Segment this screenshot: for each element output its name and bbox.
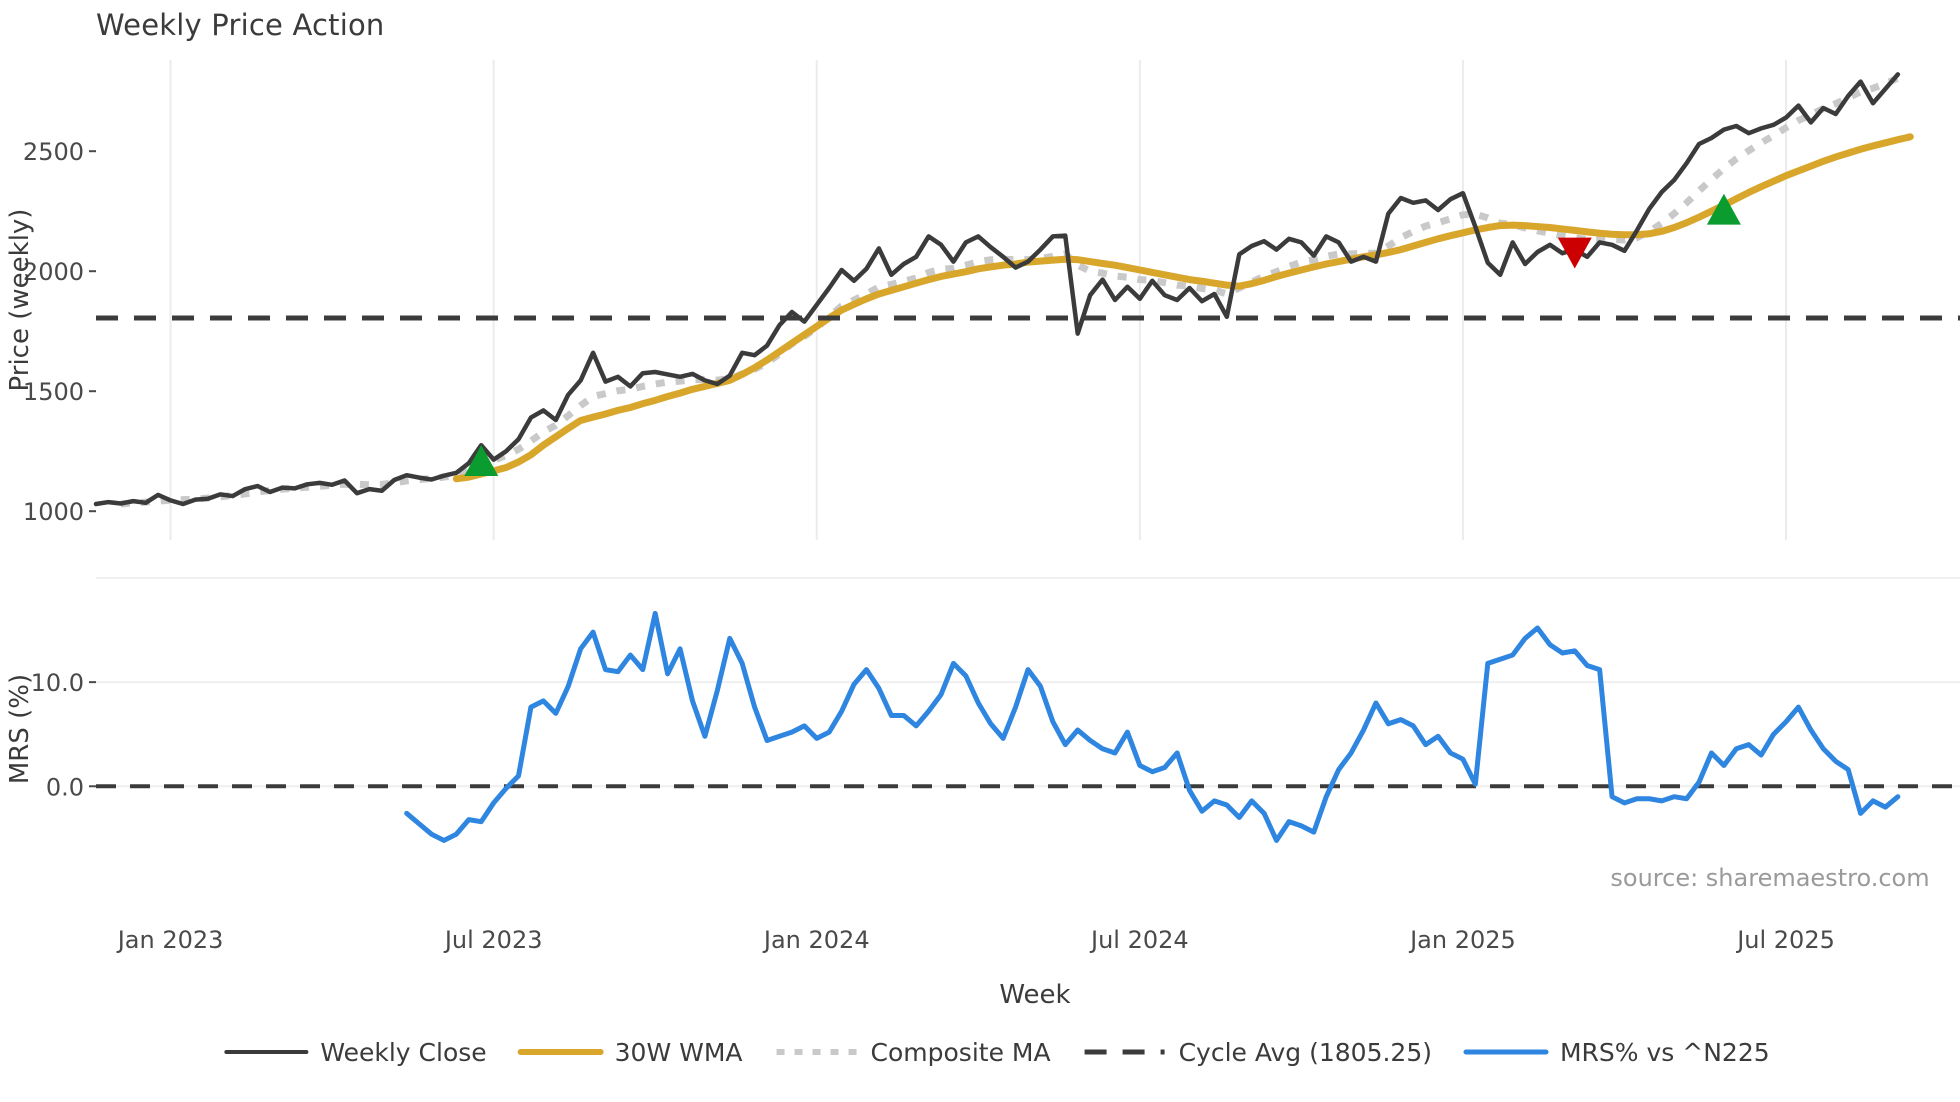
legend-label-2[interactable]: Composite MA bbox=[871, 1038, 1051, 1067]
page-title: Weekly Price Action bbox=[96, 8, 385, 42]
ylabel-mrs: MRS (%) bbox=[5, 674, 35, 784]
series-composite-ma bbox=[120, 74, 1900, 508]
legend-label-4[interactable]: MRS% vs ^N225 bbox=[1560, 1038, 1770, 1067]
ytick-mrs-0.0: 0.0 bbox=[46, 773, 84, 801]
xtick-jul-2025: Jul 2025 bbox=[1735, 926, 1835, 954]
marker-sell-1 bbox=[1557, 237, 1592, 269]
series-weekly-close bbox=[93, 72, 1901, 507]
price-panel-series bbox=[93, 72, 1960, 508]
xtick-jul-2023: Jul 2023 bbox=[443, 926, 543, 954]
marker-buy-0 bbox=[464, 445, 499, 476]
xtick-jan-2023: Jan 2023 bbox=[116, 926, 224, 954]
ytick-price-1500: 1500 bbox=[23, 378, 84, 406]
axis-ticks: 1000 1500 2000 2500 0.0 10.0 Jan 2023 Jul 2023 J… bbox=[5, 138, 1835, 1010]
chart-legend: Weekly Close 30W WMA Composite MA Cycle Avg… bbox=[224, 1038, 1770, 1067]
ylabel-price: Price (weekly) bbox=[5, 209, 35, 392]
series-mrs-percent bbox=[404, 610, 1901, 843]
legend-label-3[interactable]: Cycle Avg (1805.25) bbox=[1179, 1038, 1432, 1067]
mrs-panel-series bbox=[96, 610, 1960, 843]
xtick-jul-2024: Jul 2024 bbox=[1089, 926, 1189, 954]
ytick-price-2500: 2500 bbox=[23, 138, 84, 166]
xtick-jan-2025: Jan 2025 bbox=[1408, 926, 1516, 954]
marker-buy-2 bbox=[1706, 193, 1741, 225]
legend-label-0[interactable]: Weekly Close bbox=[320, 1038, 486, 1067]
xlabel-week: Week bbox=[999, 980, 1070, 1010]
trade-markers bbox=[464, 193, 1741, 476]
series-30w-wma bbox=[452, 133, 1914, 483]
ytick-price-1000: 1000 bbox=[23, 498, 84, 526]
xtick-jan-2024: Jan 2024 bbox=[762, 926, 870, 954]
ytick-mrs-10.0: 10.0 bbox=[31, 669, 84, 697]
source-watermark: source: sharemaestro.com bbox=[1610, 864, 1929, 892]
ytick-price-2000: 2000 bbox=[23, 258, 84, 286]
legend-label-1[interactable]: 30W WMA bbox=[615, 1038, 743, 1067]
watermark-text: source: sharemaestro.com bbox=[1610, 864, 1929, 892]
